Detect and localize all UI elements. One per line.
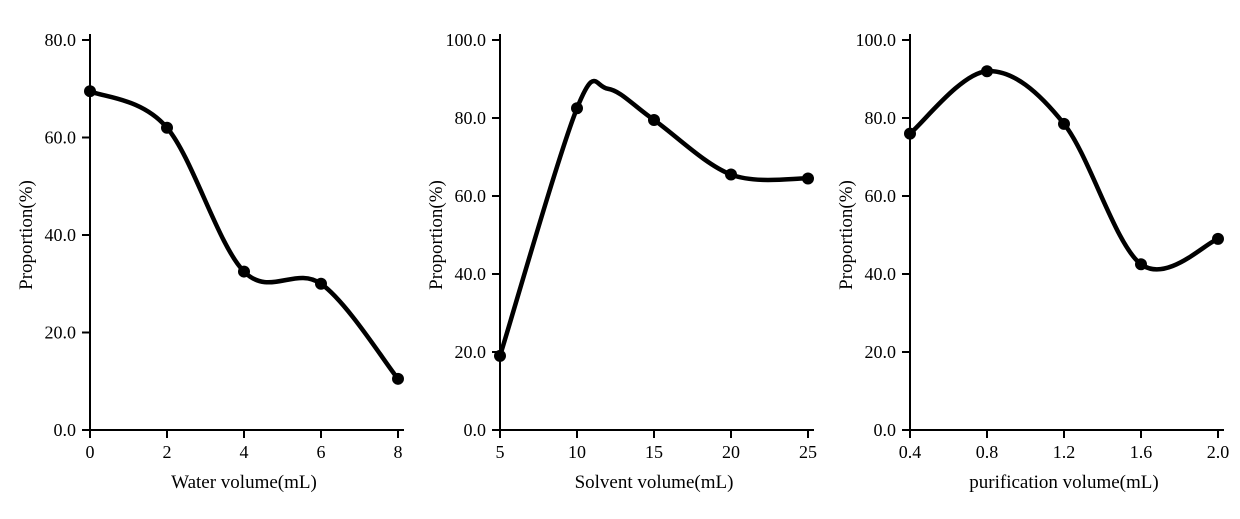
- data-marker: [981, 65, 993, 77]
- data-marker: [84, 85, 96, 97]
- ytick-label: 0.0: [464, 420, 487, 440]
- data-marker: [904, 127, 916, 139]
- chart-panel-purification-volume: 0.0 20.0 40.0 60.0 80.0 100.0 0.4 0.8 1.2 1.6 2.0 p…: [830, 20, 1230, 500]
- ytick-label: 0.0: [54, 420, 77, 440]
- ytick-label: 40.0: [455, 264, 487, 284]
- data-marker: [1135, 258, 1147, 270]
- series-line: [90, 91, 398, 379]
- xtick-label: 2: [163, 442, 172, 462]
- xtick-label: 1.6: [1130, 442, 1153, 462]
- data-marker: [648, 113, 660, 125]
- chart-water-volume: 0.0 20.0 40.0 60.0 80.0 0 2 4 6 8 Water volume(mL)…: [10, 20, 410, 500]
- y-axis-title: Proportion(%): [836, 180, 857, 290]
- ytick-label: 20.0: [865, 342, 897, 362]
- xtick-label: 1.2: [1053, 442, 1076, 462]
- data-marker: [1212, 232, 1224, 244]
- ytick-label: 100.0: [856, 30, 897, 50]
- ytick-label: 80.0: [45, 30, 77, 50]
- ytick-label: 20.0: [455, 342, 487, 362]
- xtick-label: 15: [645, 442, 663, 462]
- ytick-label: 100.0: [446, 30, 487, 50]
- xtick-label: 0: [86, 442, 95, 462]
- data-marker: [725, 168, 737, 180]
- xtick-label: 4: [240, 442, 249, 462]
- chart-panel-water-volume: 0.0 20.0 40.0 60.0 80.0 0 2 4 6 8 Water volume(mL)…: [10, 20, 410, 500]
- chart-purification-volume: 0.0 20.0 40.0 60.0 80.0 100.0 0.4 0.8 1.2 1.6 2.0 p…: [830, 20, 1230, 500]
- ytick-label: 40.0: [45, 225, 77, 245]
- series-line: [910, 71, 1218, 269]
- xtick-label: 20: [722, 442, 740, 462]
- axes: [90, 34, 404, 430]
- xtick-label: 5: [496, 442, 505, 462]
- data-marker: [238, 265, 250, 277]
- xtick-label: 25: [799, 442, 817, 462]
- xtick-label: 2.0: [1207, 442, 1230, 462]
- xtick-label: 0.8: [976, 442, 999, 462]
- data-marker: [161, 121, 173, 133]
- ytick-label: 60.0: [45, 127, 77, 147]
- x-axis-title: purification volume(mL): [969, 472, 1158, 493]
- xtick-label: 10: [568, 442, 586, 462]
- charts-row: 0.0 20.0 40.0 60.0 80.0 0 2 4 6 8 Water volume(mL)…: [0, 0, 1240, 519]
- y-axis-title: Proportion(%): [16, 180, 37, 290]
- ytick-label: 60.0: [865, 186, 897, 206]
- x-axis-title: Water volume(mL): [171, 472, 317, 493]
- data-marker: [571, 102, 583, 114]
- ytick-label: 40.0: [865, 264, 897, 284]
- ytick-label: 80.0: [865, 108, 897, 128]
- chart-panel-solvent-volume: 0.0 20.0 40.0 60.0 80.0 100.0 5 10 15 20 25 Solvent…: [420, 20, 820, 500]
- x-axis-title: Solvent volume(mL): [575, 472, 734, 493]
- ytick-label: 80.0: [455, 108, 487, 128]
- data-marker: [392, 372, 404, 384]
- data-marker: [315, 277, 327, 289]
- chart-solvent-volume: 0.0 20.0 40.0 60.0 80.0 100.0 5 10 15 20 25 Solvent…: [420, 20, 820, 500]
- xtick-label: 8: [394, 442, 403, 462]
- xtick-label: 0.4: [899, 442, 922, 462]
- ytick-label: 0.0: [874, 420, 897, 440]
- ytick-label: 20.0: [45, 322, 77, 342]
- data-marker: [1058, 117, 1070, 129]
- ytick-label: 60.0: [455, 186, 487, 206]
- xtick-label: 6: [317, 442, 326, 462]
- data-marker: [494, 349, 506, 361]
- y-axis-title: Proportion(%): [426, 180, 447, 290]
- axes: [910, 34, 1224, 430]
- axes: [500, 34, 814, 430]
- data-marker: [802, 172, 814, 184]
